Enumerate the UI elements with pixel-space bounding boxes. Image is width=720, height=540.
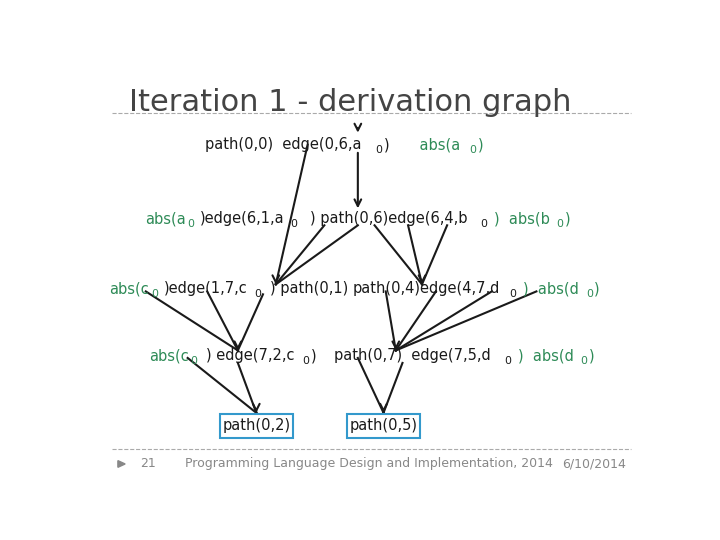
Text: path(0,5): path(0,5) bbox=[349, 418, 418, 433]
Text: 0: 0 bbox=[504, 356, 511, 367]
Text: path(0,2): path(0,2) bbox=[222, 418, 290, 433]
Text: 0: 0 bbox=[586, 289, 593, 299]
Text: )  abs(d: ) abs(d bbox=[518, 348, 574, 363]
Text: 0: 0 bbox=[375, 145, 382, 155]
Text: 6/10/2014: 6/10/2014 bbox=[562, 457, 626, 470]
Text: ) path(0,1): ) path(0,1) bbox=[270, 281, 348, 296]
Text: abs(c: abs(c bbox=[149, 348, 189, 363]
Text: 0: 0 bbox=[509, 289, 516, 299]
Text: ): ) bbox=[589, 348, 595, 363]
Text: 0: 0 bbox=[290, 219, 297, 229]
Text: ): ) bbox=[565, 211, 571, 226]
Text: 0: 0 bbox=[254, 289, 261, 299]
Text: )  abs(d: ) abs(d bbox=[523, 281, 579, 296]
Text: ) path(0,6)edge(6,4,b: ) path(0,6)edge(6,4,b bbox=[310, 211, 467, 226]
Text: 0: 0 bbox=[580, 356, 588, 367]
Text: )edge(1,7,c: )edge(1,7,c bbox=[164, 281, 248, 296]
Text: path(0,4)edge(4,7,d: path(0,4)edge(4,7,d bbox=[353, 281, 500, 296]
Text: ): ) bbox=[477, 137, 483, 152]
FancyBboxPatch shape bbox=[347, 414, 420, 438]
Text: path(0,7)  edge(7,5,d: path(0,7) edge(7,5,d bbox=[334, 348, 491, 363]
Text: ): ) bbox=[384, 137, 390, 152]
Text: 0: 0 bbox=[302, 356, 309, 367]
Text: 0: 0 bbox=[480, 219, 487, 229]
Text: ): ) bbox=[310, 348, 316, 363]
Text: abs(a: abs(a bbox=[400, 137, 460, 152]
Text: 0: 0 bbox=[151, 289, 158, 299]
Text: 0: 0 bbox=[191, 356, 197, 367]
Text: )  abs(b: ) abs(b bbox=[494, 211, 550, 226]
Text: abs(c: abs(c bbox=[109, 281, 149, 296]
Text: Programming Language Design and Implementation, 2014: Programming Language Design and Implemen… bbox=[185, 457, 553, 470]
Text: ): ) bbox=[594, 281, 600, 296]
Text: 0: 0 bbox=[187, 219, 194, 229]
Text: 21: 21 bbox=[140, 457, 156, 470]
Text: abs(a: abs(a bbox=[145, 211, 186, 226]
Text: 0: 0 bbox=[557, 219, 564, 229]
Text: )edge(6,1,a: )edge(6,1,a bbox=[199, 211, 284, 226]
Polygon shape bbox=[118, 461, 125, 467]
Text: Iteration 1 - derivation graph: Iteration 1 - derivation graph bbox=[129, 87, 572, 117]
Text: ) edge(7,2,c: ) edge(7,2,c bbox=[205, 348, 294, 363]
Text: path(0,0)  edge(0,6,a: path(0,0) edge(0,6,a bbox=[205, 137, 362, 152]
Text: 0: 0 bbox=[469, 145, 477, 155]
FancyBboxPatch shape bbox=[220, 414, 292, 438]
